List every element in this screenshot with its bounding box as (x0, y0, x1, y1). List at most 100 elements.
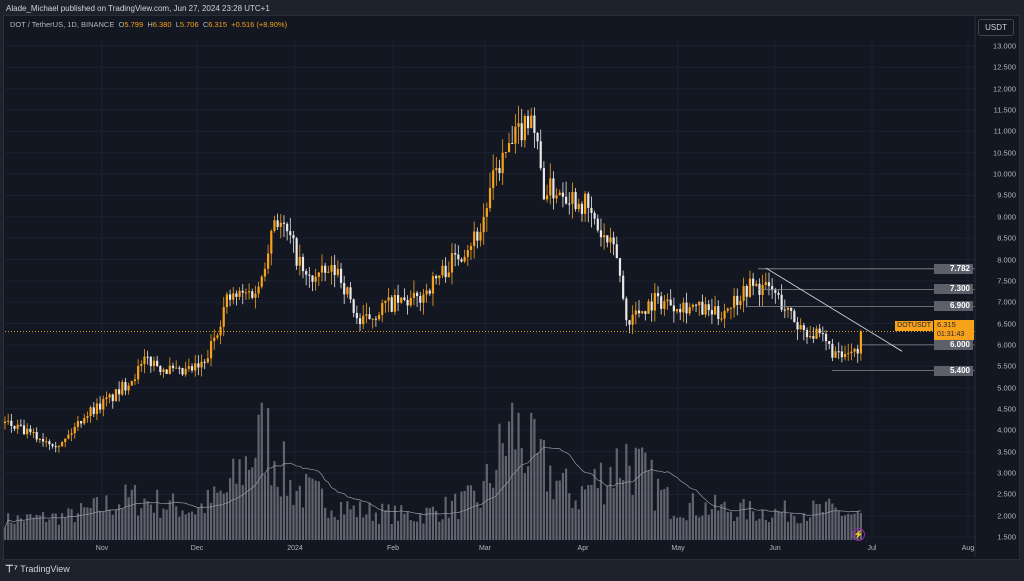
volume-bar (742, 499, 745, 540)
volume-bar (206, 489, 209, 540)
candle-body (625, 298, 628, 321)
candle-body (127, 385, 130, 391)
candle-body (812, 336, 815, 339)
volume-bar (539, 438, 542, 540)
tradingview-brand[interactable]: ⊤⁷ TradingView (5, 564, 70, 575)
symbol-name[interactable]: DOT / TetherUS, 1D, BINANCE (10, 20, 115, 29)
volume-bar (374, 512, 377, 540)
volume-bar (587, 485, 590, 540)
candle-body (488, 188, 492, 209)
volume-bar (108, 509, 111, 540)
volume-bar (130, 489, 133, 540)
candle-body (263, 268, 267, 277)
candle-body (720, 318, 723, 320)
candle-body (580, 203, 584, 214)
candle-body (130, 381, 133, 386)
candle-body (796, 322, 799, 330)
lightning-icon[interactable]: ⚡ (852, 528, 865, 541)
candle-body (634, 310, 637, 315)
volume-bar (327, 517, 330, 540)
candle-body (688, 307, 691, 314)
volume-bar (60, 513, 64, 540)
volume-bar (225, 492, 228, 540)
volume-bar (691, 493, 694, 540)
candle-body (190, 366, 194, 371)
candle-body (121, 382, 124, 395)
candle-body (761, 285, 764, 295)
volume-bar (203, 513, 206, 540)
candle-body (38, 439, 41, 441)
volume-bar (637, 448, 641, 540)
candle-body (694, 304, 698, 306)
candle-body (384, 300, 387, 304)
candle-body (713, 306, 717, 315)
candle-body (793, 310, 796, 323)
volume-ma-line (4, 446, 861, 528)
candle-body (352, 299, 355, 313)
candle-body (387, 297, 390, 301)
price-tick: 10.500 (993, 148, 1016, 158)
candle-body (460, 259, 463, 262)
volume-bar (828, 498, 831, 540)
candle-body (473, 231, 476, 247)
volume-bar (187, 512, 190, 540)
candle-body (539, 141, 542, 169)
candle-body (590, 207, 593, 213)
volume-bar (834, 507, 837, 540)
candle-body (317, 272, 320, 277)
volume-bar (263, 474, 267, 540)
candle-body (609, 237, 612, 243)
candle-body (584, 193, 587, 214)
volume-bar (92, 498, 95, 540)
volume-bar (644, 452, 647, 540)
volume-bar (137, 515, 140, 540)
candle-body (479, 232, 482, 241)
candle-body (181, 368, 184, 375)
time-tick: Dec (190, 545, 204, 552)
time-tick: Nov (95, 545, 109, 552)
candle-body (837, 351, 840, 353)
candle-body (587, 193, 590, 208)
volume-bar (349, 509, 352, 540)
volume-bar (213, 486, 216, 540)
candle-body (89, 407, 92, 417)
volume-bar (216, 492, 219, 540)
volume-bar (631, 495, 634, 540)
volume-bar (574, 500, 577, 540)
volume-bar (599, 462, 603, 540)
candle-body (257, 286, 260, 294)
candle-body (504, 151, 507, 153)
candle-body (469, 246, 473, 251)
volume-bar (305, 473, 308, 540)
brand-name: TradingView (20, 564, 70, 574)
volume-bar (238, 459, 241, 540)
candle-body (660, 296, 663, 309)
candle-body (435, 276, 438, 279)
high-label: H (147, 20, 153, 29)
volume-bar (57, 524, 60, 540)
candle-body (647, 301, 650, 314)
candle-body (739, 300, 742, 305)
volume-bar (13, 523, 16, 540)
candle-body (450, 253, 454, 273)
volume-bar (140, 508, 143, 540)
candle-body (853, 348, 856, 352)
candle-body (606, 235, 609, 243)
volume-bar (774, 508, 777, 540)
volume-bar (653, 510, 656, 540)
candle-body (254, 293, 257, 298)
candle-body (156, 360, 159, 366)
candle-body (799, 325, 802, 330)
candle-body (41, 439, 45, 442)
volume-bar (181, 510, 184, 540)
open-value: 5.799 (124, 20, 144, 29)
volume-bar (523, 473, 526, 540)
candle-body (815, 328, 818, 339)
publish-info: Alade_Michael published on TradingView.c… (6, 4, 270, 13)
candle-body (105, 397, 108, 400)
candle-body (57, 446, 60, 448)
candle-body (847, 353, 850, 355)
candle-body (22, 425, 26, 435)
currency-button[interactable]: USDT (978, 19, 1014, 36)
